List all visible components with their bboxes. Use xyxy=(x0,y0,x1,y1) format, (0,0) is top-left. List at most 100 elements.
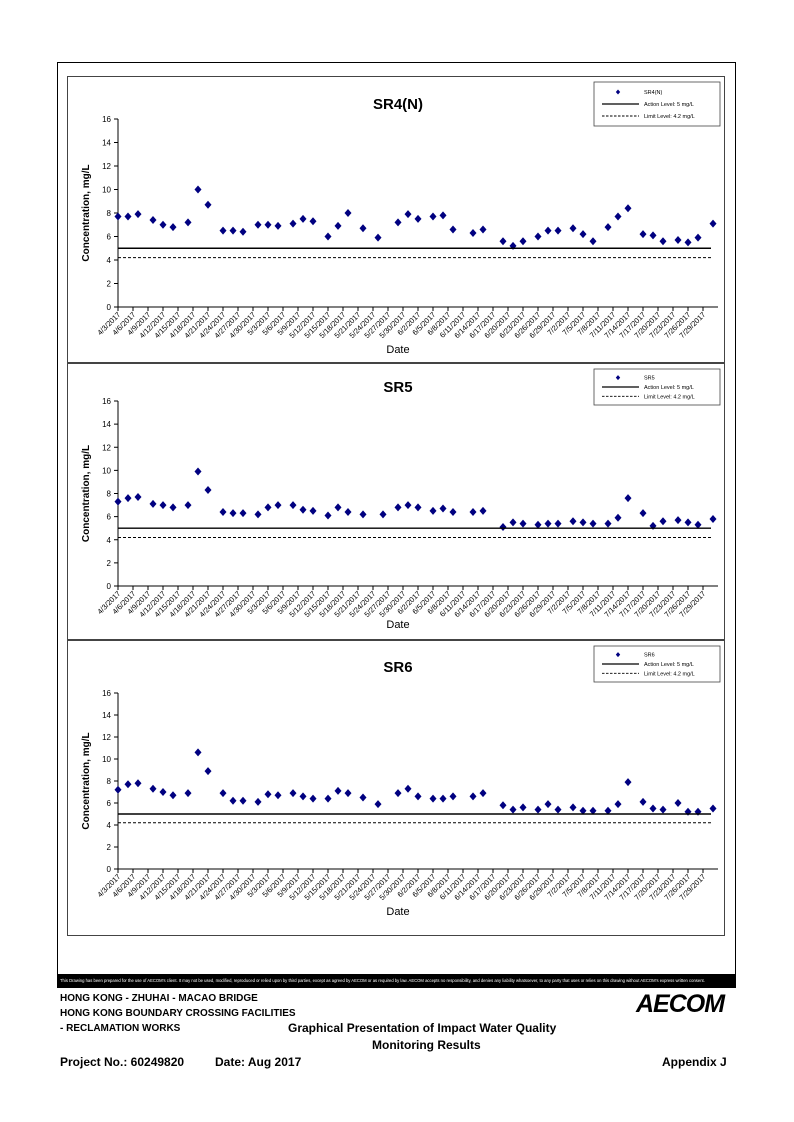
data-point xyxy=(204,486,212,495)
data-point xyxy=(229,796,237,805)
data-point xyxy=(624,778,632,787)
chart-sr4n: SR4(N) 0 2 4 6 8 10 12 14 16 Concentration, mg/L 4/… xyxy=(67,76,725,363)
chart-title: SR6 xyxy=(383,659,412,676)
data-point xyxy=(569,517,577,526)
data-point xyxy=(124,212,132,221)
y-tick-label: 16 xyxy=(102,397,111,406)
data-point xyxy=(289,219,297,228)
data-point xyxy=(149,499,157,508)
data-point xyxy=(124,494,132,503)
data-point xyxy=(239,796,247,805)
chart-sr6: SR6 0 2 4 6 8 10 12 14 16 Concentration, mg/L 4/3/2… xyxy=(67,640,725,936)
project-name-line3: - RECLAMATION WORKS xyxy=(60,1023,181,1034)
data-point xyxy=(299,505,307,514)
data-point xyxy=(534,232,542,241)
data-point xyxy=(479,789,487,798)
data-point xyxy=(254,220,262,229)
data-point xyxy=(649,231,657,240)
data-point xyxy=(624,494,632,503)
data-point xyxy=(134,779,142,788)
data-point xyxy=(674,516,682,525)
data-point xyxy=(589,237,597,246)
data-point xyxy=(439,794,447,803)
y-axis-label: Concentration, mg/L xyxy=(81,732,92,829)
data-point xyxy=(219,789,227,798)
data-point xyxy=(324,511,332,520)
data-point xyxy=(624,204,632,213)
data-point xyxy=(289,789,297,798)
y-tick-label: 8 xyxy=(107,777,112,786)
data-point xyxy=(499,237,507,246)
data-point xyxy=(404,210,412,219)
x-axis-label: Date xyxy=(386,344,409,356)
x-axis-label: Date xyxy=(386,619,409,631)
drawing-date: Date: Aug 2017 xyxy=(215,1055,302,1069)
data-point xyxy=(324,232,332,241)
legend-label: Limit Level: 4.2 mg/L xyxy=(644,671,695,677)
project-number: Project No.: 60249820 xyxy=(60,1055,185,1069)
y-tick-label: 6 xyxy=(107,799,112,808)
data-point xyxy=(309,506,317,515)
data-point xyxy=(219,226,227,235)
y-tick-label: 0 xyxy=(107,582,112,591)
data-point xyxy=(569,224,577,233)
data-point xyxy=(184,218,192,227)
data-point xyxy=(519,519,527,528)
data-point xyxy=(219,508,227,516)
data-point xyxy=(519,237,527,246)
data-point xyxy=(204,767,212,776)
data-point xyxy=(439,504,447,513)
data-point xyxy=(374,233,382,242)
data-point xyxy=(449,792,457,801)
data-point xyxy=(184,789,192,798)
data-point xyxy=(544,800,552,809)
legend-label: Limit Level: 4.2 mg/L xyxy=(644,114,695,120)
data-point xyxy=(229,509,237,518)
y-tick-label: 14 xyxy=(102,139,111,148)
data-point xyxy=(429,794,437,803)
legend-marker xyxy=(615,652,621,658)
data-point xyxy=(394,218,402,227)
data-point xyxy=(604,519,612,528)
chart-title: SR4(N) xyxy=(373,96,423,113)
data-point xyxy=(344,209,352,217)
data-point xyxy=(374,800,382,809)
data-point xyxy=(114,212,122,221)
data-point xyxy=(134,492,142,501)
legend-marker xyxy=(615,89,621,95)
data-point xyxy=(414,503,422,512)
data-point xyxy=(299,792,307,801)
y-axis-label: Concentration, mg/L xyxy=(81,164,92,261)
data-point xyxy=(469,508,477,516)
data-point xyxy=(499,801,507,810)
data-point xyxy=(479,506,487,515)
data-point xyxy=(674,236,682,245)
legend-label: Action Level: 5 mg/L xyxy=(644,385,694,391)
data-point xyxy=(254,797,262,806)
data-point xyxy=(709,804,717,813)
data-point xyxy=(254,510,262,519)
data-point xyxy=(159,788,167,796)
y-tick-label: 2 xyxy=(107,559,112,568)
data-point xyxy=(579,230,587,239)
y-tick-label: 10 xyxy=(102,466,111,475)
data-point xyxy=(544,226,552,235)
data-point xyxy=(404,784,412,793)
data-point xyxy=(394,503,402,512)
data-point xyxy=(159,220,167,229)
project-name-line1: HONG KONG - ZHUHAI - MACAO BRIDGE xyxy=(60,993,258,1004)
data-point xyxy=(379,510,387,519)
y-tick-label: 8 xyxy=(107,490,112,499)
data-point xyxy=(604,223,612,232)
disclaimer-bar: This Drawing has been prepared for the u… xyxy=(57,974,736,988)
legend-label: Action Level: 5 mg/L xyxy=(644,102,694,108)
data-point xyxy=(344,508,352,516)
data-point xyxy=(659,805,667,814)
data-point xyxy=(649,804,657,813)
data-point xyxy=(469,792,477,801)
legend-label: SR6 xyxy=(644,653,655,659)
appendix-label: Appendix J xyxy=(662,1055,727,1069)
data-point xyxy=(554,805,562,814)
